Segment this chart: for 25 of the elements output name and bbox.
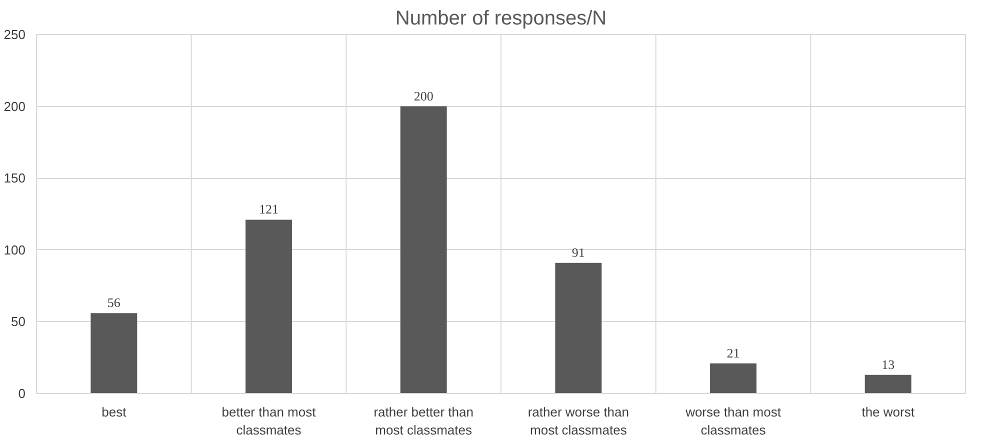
bar bbox=[864, 374, 912, 394]
bar bbox=[555, 262, 602, 394]
chart-title: Number of responses/N bbox=[395, 8, 607, 30]
bar bbox=[400, 106, 447, 394]
y-tick-label: 100 bbox=[4, 242, 26, 258]
data-label: 91 bbox=[572, 244, 585, 260]
bar bbox=[710, 363, 756, 394]
x-tick-label: rather worse than most classmates bbox=[528, 404, 630, 438]
data-label: 21 bbox=[726, 345, 740, 360]
data-label: 56 bbox=[107, 295, 121, 310]
bar bbox=[90, 313, 138, 394]
y-tick-label: 250 bbox=[4, 27, 26, 42]
y-tick-label: 0 bbox=[18, 386, 26, 401]
x-tick-label: best bbox=[102, 404, 127, 420]
y-tick-label: 200 bbox=[4, 98, 26, 114]
y-tick-label: 50 bbox=[11, 314, 26, 330]
y-tick-label: 150 bbox=[4, 170, 26, 186]
data-label: 13 bbox=[882, 356, 895, 372]
bar bbox=[246, 220, 292, 394]
x-tick-label: rather better than most classmates bbox=[374, 404, 474, 438]
x-tick-label: worse than most classmates bbox=[684, 404, 782, 438]
x-tick-label: the worst bbox=[862, 404, 915, 420]
data-label: 200 bbox=[414, 88, 434, 104]
data-label: 121 bbox=[259, 202, 278, 217]
x-tick-label: better than most classmates bbox=[222, 404, 316, 438]
